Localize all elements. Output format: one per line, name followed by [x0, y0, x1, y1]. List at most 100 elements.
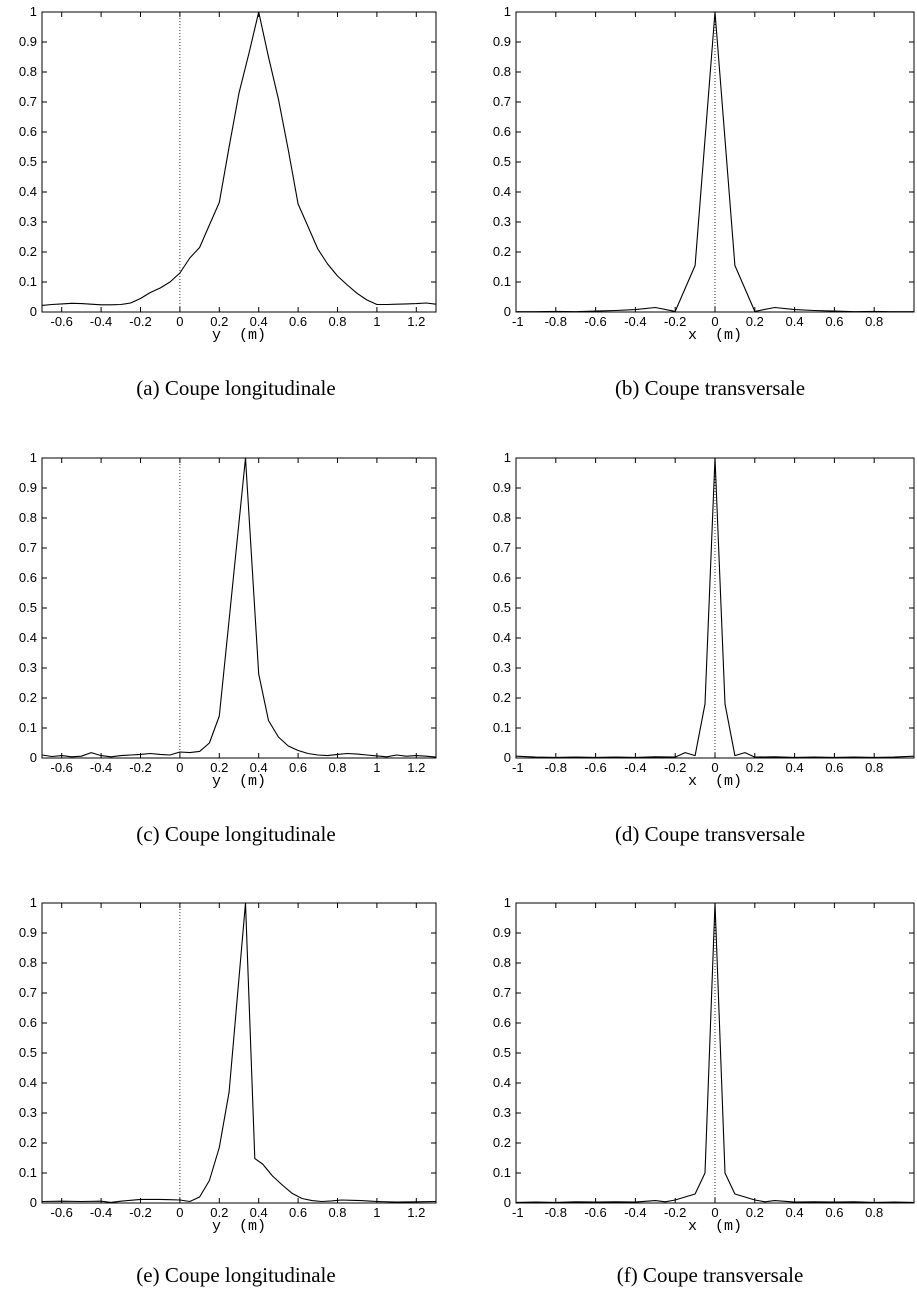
x-tick-label: 0.8 — [865, 1205, 883, 1220]
x-tick-label: 0 — [711, 1205, 718, 1220]
y-tick-label: 0.2 — [19, 244, 37, 259]
plot-frame — [41, 457, 437, 759]
x-tick-label: -1 — [512, 760, 524, 775]
x-tick-label: 1.2 — [407, 1205, 425, 1220]
y-tick-label: 0.1 — [493, 274, 511, 289]
chart-a: -0.6 -0.4 -0.2 0 0.2 0.4 0.6 0.8 1 1.2 0 0.1 0.2 0.3 0… — [19, 4, 437, 344]
caption-c: (c) Coupe longitudinale — [136, 822, 336, 846]
x-tick-label: -0.4 — [624, 314, 646, 329]
x-tick-label: -0.6 — [584, 760, 606, 775]
chart-b: -1 -0.8 -0.6 -0.4 -0.2 0 0.2 0.4 0.6 0.8 0 0.1 0.2 0.… — [493, 4, 915, 344]
x-tick-label: 0 — [176, 314, 183, 329]
x-tick-label: -0.6 — [50, 760, 72, 775]
series-line — [41, 11, 437, 306]
x-tick-label: -0.4 — [624, 760, 646, 775]
x-tick-label: 0.4 — [786, 760, 804, 775]
caption-f: (f) Coupe transversale — [616, 1263, 804, 1287]
series-line — [515, 902, 915, 1203]
y-tick-label: 0.5 — [493, 154, 511, 169]
y-tick-label: 0.6 — [19, 570, 37, 585]
x-tick-label: -0.2 — [664, 760, 686, 775]
x-tick-label: -0.4 — [624, 1205, 646, 1220]
y-tick-label: 0.1 — [19, 274, 37, 289]
y-tick-label: 0.7 — [493, 94, 511, 109]
y-tick-label: 0.9 — [19, 34, 37, 49]
y-tick-label: 0.8 — [493, 64, 511, 79]
x-tick-label: -0.6 — [584, 1205, 606, 1220]
y-tick-label: 0.9 — [19, 925, 37, 940]
y-tick-label: 0.9 — [493, 34, 511, 49]
x-tick-label: -1 — [512, 314, 524, 329]
x-tick-label: 0 — [711, 314, 718, 329]
x-tick-label: 0.8 — [328, 314, 346, 329]
y-tick-label: 0.2 — [493, 244, 511, 259]
y-tick-label: 0.6 — [493, 1015, 511, 1030]
y-tick-label: 0.4 — [19, 630, 37, 645]
x-tick-label: 1 — [373, 314, 380, 329]
y-tick-label: 0.5 — [19, 154, 37, 169]
x-tick-label: 0.4 — [250, 760, 268, 775]
y-tick-label: 0.4 — [19, 184, 37, 199]
x-tick-label: 1 — [373, 1205, 380, 1220]
x-tick-label: 0 — [711, 760, 718, 775]
x-tick-label: 1 — [373, 760, 380, 775]
x-tick-label: 0.2 — [210, 314, 228, 329]
y-tick-label: 0.8 — [493, 510, 511, 525]
chart-d: -1 -0.8 -0.6 -0.4 -0.2 0 0.2 0.4 0.6 0.8 0 0.1 0.2 0.… — [493, 450, 915, 790]
x-tick-label: 0.2 — [210, 760, 228, 775]
y-tick-label: 0.9 — [493, 925, 511, 940]
x-tick-label: 0.6 — [289, 314, 307, 329]
x-tick-label: 1.2 — [407, 314, 425, 329]
y-tick-label: 0 — [30, 304, 37, 319]
y-tick-label: 0.5 — [19, 600, 37, 615]
x-tick-label: 0.6 — [289, 760, 307, 775]
y-tick-label: 0.5 — [19, 1045, 37, 1060]
y-tick-label: 0.3 — [19, 214, 37, 229]
x-tick-label: 0.2 — [746, 1205, 764, 1220]
y-tick-label: 0.5 — [493, 1045, 511, 1060]
y-tick-label: 1 — [30, 4, 37, 19]
y-tick-label: 0.2 — [493, 690, 511, 705]
y-tick-label: 0.2 — [19, 690, 37, 705]
x-tick-label: -0.6 — [50, 1205, 72, 1220]
y-tick-label: 0.6 — [493, 124, 511, 139]
caption-b: (b) Coupe transversale — [614, 376, 806, 400]
x-tick-label: -0.8 — [545, 1205, 567, 1220]
x-tick-label: -0.6 — [584, 314, 606, 329]
y-tick-label: 0.4 — [493, 1075, 511, 1090]
y-tick-label: 0.8 — [19, 510, 37, 525]
y-tick-label: 0.2 — [493, 1135, 511, 1150]
y-tick-label: 0 — [30, 1195, 37, 1210]
x-tick-label: 0.4 — [786, 314, 804, 329]
x-tick-label: -0.8 — [545, 760, 567, 775]
y-tick-label: 0.3 — [493, 214, 511, 229]
series-line — [516, 11, 914, 313]
y-tick-label: 0 — [504, 304, 511, 319]
x-tick-label: 0.6 — [825, 760, 843, 775]
x-tick-label: 0.6 — [289, 1205, 307, 1220]
plot-frame — [41, 902, 437, 1204]
series-line — [41, 902, 437, 1203]
x-tick-label: -0.6 — [50, 314, 72, 329]
x-tick-label: -0.2 — [664, 314, 686, 329]
x-tick-label: 1.2 — [407, 760, 425, 775]
y-tick-label: 0.8 — [493, 955, 511, 970]
y-tick-label: 0 — [30, 750, 37, 765]
y-tick-label: 0.8 — [19, 955, 37, 970]
x-axis-label: y (m) — [212, 327, 266, 344]
y-tick-label: 0 — [504, 750, 511, 765]
chart-e: -0.6 -0.4 -0.2 0 0.2 0.4 0.6 0.8 1 1.2 0 0.1 0.2 0.3 0… — [19, 895, 437, 1235]
y-tick-label: 0.3 — [493, 1105, 511, 1120]
y-tick-label: 0.1 — [19, 1165, 37, 1180]
y-tick-label: 1 — [504, 450, 511, 465]
x-axis-label: x (m) — [688, 1218, 742, 1235]
x-tick-label: -0.4 — [90, 1205, 112, 1220]
chart-f: -1 -0.8 -0.6 -0.4 -0.2 0 0.2 0.4 0.6 0.8 0 0.1 0.2 0.… — [493, 895, 915, 1235]
y-tick-label: 0.7 — [493, 540, 511, 555]
y-tick-label: 0.8 — [19, 64, 37, 79]
x-tick-label: 0.4 — [250, 314, 268, 329]
y-tick-label: 0.6 — [493, 570, 511, 585]
series-line — [515, 457, 915, 758]
plot-frame — [41, 11, 437, 313]
